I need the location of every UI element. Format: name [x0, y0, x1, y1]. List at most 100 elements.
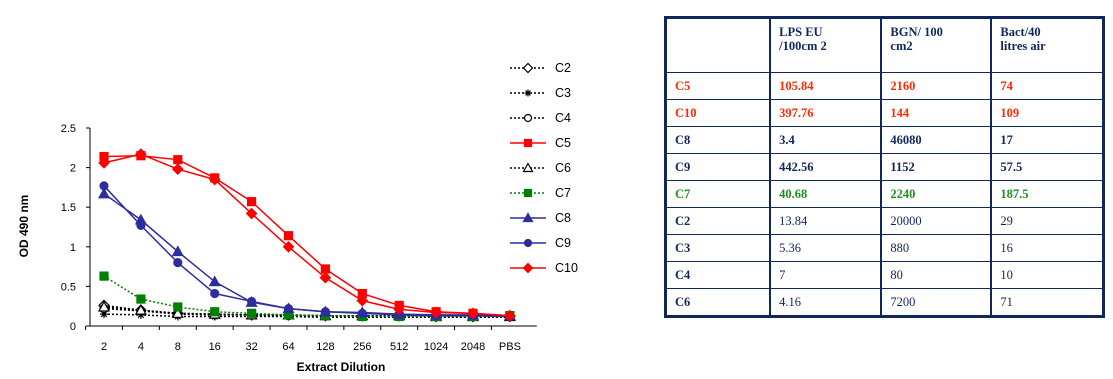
data-point — [430, 306, 442, 319]
data-point — [173, 258, 183, 268]
data-point — [356, 294, 369, 307]
data-point — [283, 231, 294, 241]
series-c5 — [99, 151, 515, 321]
table-row: C10 397.76 144 109 — [665, 99, 1105, 127]
table-cell: C5 — [665, 72, 772, 100]
data-point — [320, 264, 330, 274]
series-line — [103, 153, 510, 317]
legend-swatch — [510, 188, 546, 198]
table-header-cell: BGN/ 100 cm2 — [880, 17, 993, 73]
table-header-cell: Bact/40 litres air — [990, 17, 1105, 73]
data-point — [504, 309, 516, 322]
x-tick-label: 1024 — [424, 341, 448, 353]
data-point — [210, 288, 220, 299]
legend-item: C5 — [508, 133, 608, 158]
x-tick-label: 2 — [101, 341, 107, 353]
data-point — [245, 207, 258, 220]
table-cell: 46080 — [880, 126, 993, 154]
chart-axes: 0 0.5 1 1.5 2 2.5 2 4 8 16 32 64 128 256 512 1024 2048 PB… — [61, 123, 537, 353]
x-tick-label: 16 — [209, 341, 221, 353]
legend-label: C6 — [555, 161, 571, 175]
x-axis-label: Extract Dilution — [297, 360, 386, 374]
data-point — [247, 296, 257, 307]
x-tick-label: 2048 — [461, 341, 485, 353]
y-tick-label: 2 — [70, 163, 76, 175]
table-cell: 71 — [990, 288, 1105, 317]
legend-item: C9 — [508, 233, 608, 258]
table-cell: C9 — [665, 153, 772, 181]
series-c9 — [99, 181, 515, 322]
legend-item: C8 — [508, 208, 608, 233]
legend-item: C3 — [508, 83, 608, 108]
table-row: C8 3.4 46080 17 — [665, 126, 1105, 154]
table-cell: C2 — [665, 207, 772, 235]
legend-label: C8 — [555, 211, 571, 225]
data-point — [282, 240, 295, 253]
x-tick-label: 512 — [390, 341, 408, 353]
chart-legend: C2 C3 C4 C5 C6 C7 C8 C9 C10 — [508, 58, 608, 283]
data-point — [171, 245, 184, 257]
table-cell: 109 — [990, 99, 1105, 127]
table-cell: C7 — [665, 180, 772, 208]
data-point — [97, 300, 111, 312]
series-c10 — [98, 148, 516, 322]
x-tick-label: 4 — [138, 341, 144, 353]
y-axis-label: OD 490 nm — [17, 195, 31, 258]
legend-label: C10 — [555, 261, 578, 275]
data-point — [524, 89, 532, 97]
series-line — [103, 154, 510, 317]
table-cell: 4.16 — [769, 288, 883, 317]
table-cell: 5.36 — [769, 234, 883, 262]
legend-swatch — [510, 138, 546, 148]
data-point — [320, 307, 330, 317]
table-cell: 3.4 — [769, 126, 883, 154]
legend-label: C4 — [555, 111, 571, 125]
data-point — [97, 187, 111, 199]
data-point — [283, 303, 294, 314]
table-cell: 187.5 — [990, 180, 1105, 208]
legend-swatch — [510, 212, 546, 223]
data-point — [523, 238, 533, 248]
legend-label: C7 — [555, 186, 571, 200]
data-point — [357, 308, 367, 318]
legend-swatch — [510, 113, 546, 123]
table-cell: 40.68 — [769, 180, 883, 208]
table-cell: 17 — [990, 126, 1105, 154]
table-cell: 7200 — [880, 288, 993, 317]
data-point — [171, 307, 184, 318]
data-point — [523, 113, 533, 123]
data-point — [393, 303, 406, 316]
table-header-cell — [665, 17, 772, 73]
data-point — [522, 162, 534, 173]
table-cell: 105.84 — [769, 72, 883, 100]
table-row: C2 13.84 20000 29 — [665, 207, 1105, 235]
legend-item: C7 — [508, 183, 608, 208]
chart-series — [97, 148, 516, 323]
table-cell: 16 — [990, 234, 1105, 262]
data-point — [522, 262, 534, 274]
table-cell: C6 — [665, 288, 772, 317]
table-cell: 880 — [880, 234, 993, 262]
table-row: C6 4.16 7200 71 — [665, 288, 1105, 317]
data-point — [247, 308, 257, 318]
table-header-cell: LPS EU/100cm 2 — [769, 17, 883, 73]
od-line-chart: 0 0.5 1 1.5 2 2.5 2 4 8 16 32 64 128 256 512 1024 2048 PB… — [17, 123, 537, 374]
data-point — [136, 294, 146, 304]
x-tick-label: 256 — [353, 341, 371, 353]
table-row: C3 5.36 880 16 — [665, 234, 1105, 262]
x-tick-label: 32 — [245, 341, 257, 353]
table-cell: 2240 — [880, 180, 993, 208]
y-tick-label: 0 — [70, 321, 76, 333]
table-header-row: LPS EU/100cm 2 BGN/ 100 cm2 Bact/40 litres a… — [665, 17, 1105, 73]
series-c8 — [97, 187, 516, 321]
data-point — [208, 173, 221, 186]
table-cell: 7 — [769, 261, 883, 289]
x-tick-label: 128 — [316, 341, 334, 353]
table-cell: C4 — [665, 261, 772, 289]
y-tick-label: 1.5 — [61, 202, 76, 214]
legend-label: C5 — [555, 136, 571, 150]
data-point — [171, 163, 184, 176]
table-cell: 1152 — [880, 153, 993, 181]
table-row: C7 40.68 2240 187.5 — [665, 180, 1105, 208]
legend-label: C3 — [555, 86, 571, 100]
